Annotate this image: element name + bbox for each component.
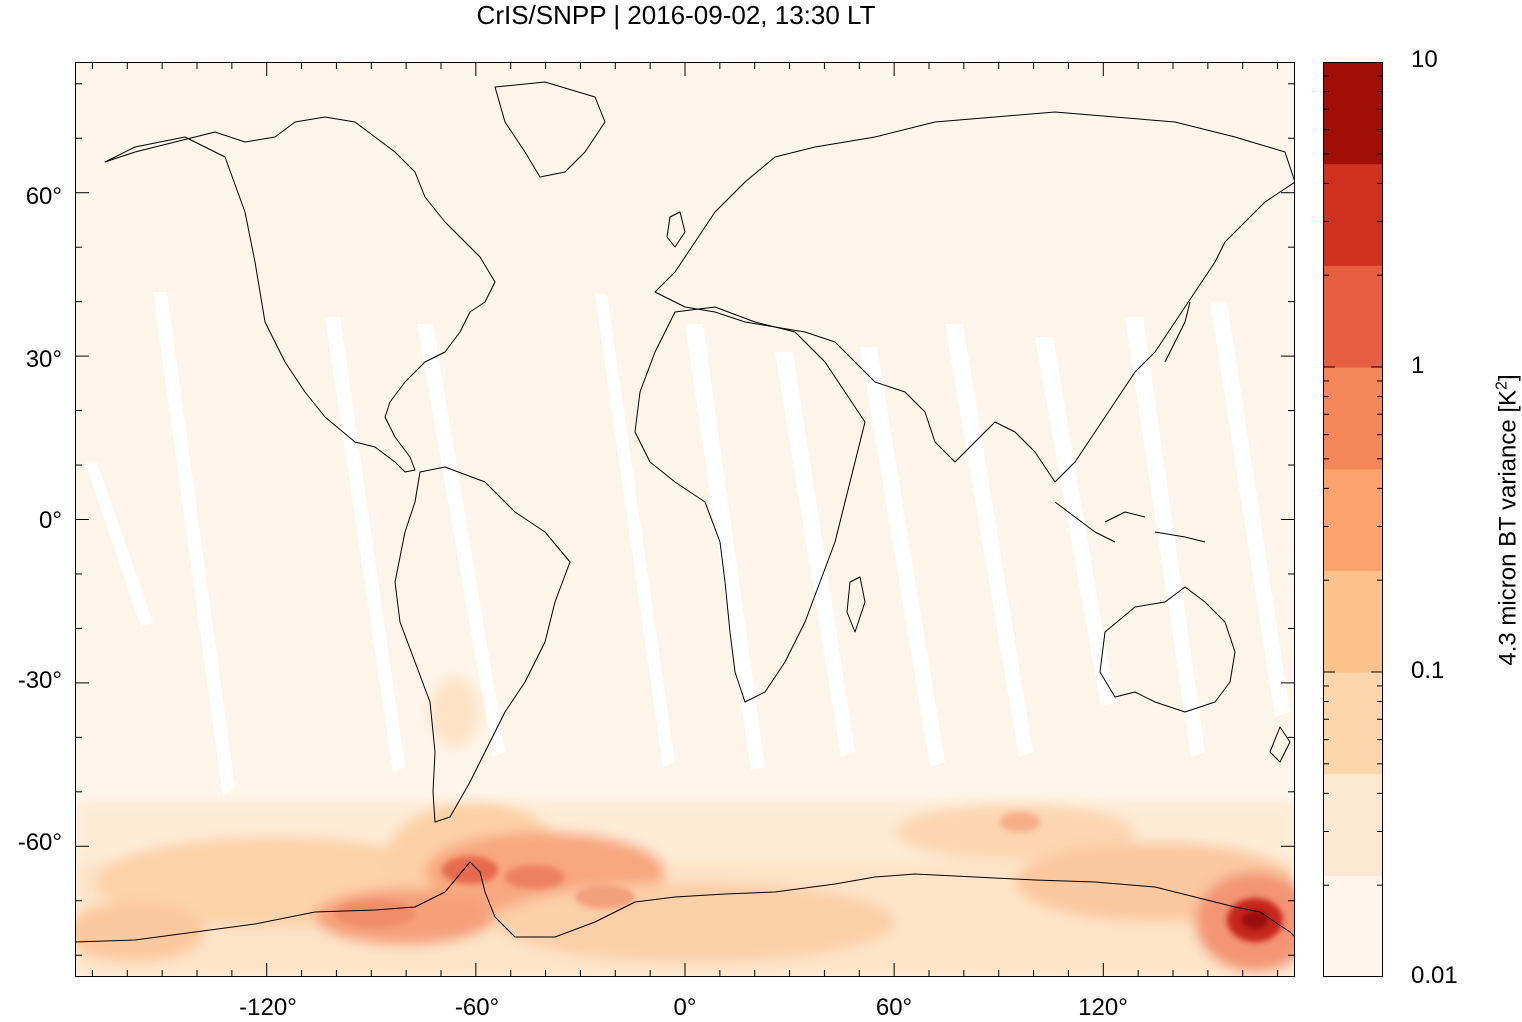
colorbar-tick-label: 1 xyxy=(1411,352,1424,380)
colorbar-level xyxy=(1323,367,1383,469)
y-tick-label: 60° xyxy=(26,183,62,211)
colorbar-level xyxy=(1323,672,1383,774)
hotspot-weddell xyxy=(575,885,635,909)
y-tick-label: -30° xyxy=(18,667,62,695)
hotspot-peninsula xyxy=(505,865,565,889)
x-tick-label: 0° xyxy=(674,994,697,1022)
variance-patch xyxy=(495,882,895,962)
y-tick-label: 30° xyxy=(26,346,62,374)
colorbar-level xyxy=(1323,265,1383,367)
hotspot-ross-core xyxy=(1241,910,1269,930)
colorbar-level xyxy=(1323,62,1383,164)
colorbar-label: 4.3 micron BT variance [K2] xyxy=(1494,374,1522,665)
colorbar-level xyxy=(1323,570,1383,672)
map-plot-area xyxy=(75,62,1295,977)
colorbar-level xyxy=(1323,469,1383,571)
y-tick-label: 0° xyxy=(39,507,62,535)
colorbar-tick-label: 10 xyxy=(1411,46,1438,74)
colorbar-level xyxy=(1323,164,1383,266)
plot-title: CrIS/SNPP | 2016-09-02, 13:30 LT xyxy=(0,0,1352,30)
hotspot-indian xyxy=(1000,812,1040,832)
x-tick-label: -120° xyxy=(239,994,297,1022)
colorbar-tick-label: 0.01 xyxy=(1411,962,1458,990)
variance-patch xyxy=(430,677,480,747)
y-tick-label: -60° xyxy=(18,829,62,857)
colorbar-level xyxy=(1323,875,1383,977)
map-svg xyxy=(75,62,1295,977)
colorbar-label-exponent: 2 xyxy=(1494,381,1511,390)
colorbar-level xyxy=(1323,774,1383,876)
colorbar xyxy=(1323,62,1383,977)
colorbar-tick-label: 0.1 xyxy=(1411,657,1444,685)
hotspot-drake xyxy=(442,856,498,884)
hotspot-amundsen xyxy=(335,900,415,928)
x-tick-label: 60° xyxy=(876,994,912,1022)
colorbar-label-end: ] xyxy=(1495,374,1522,381)
x-tick-label: -60° xyxy=(455,994,499,1022)
x-tick-label: 120° xyxy=(1078,994,1128,1022)
colorbar-label-text: 4.3 micron BT variance [K xyxy=(1495,390,1522,666)
